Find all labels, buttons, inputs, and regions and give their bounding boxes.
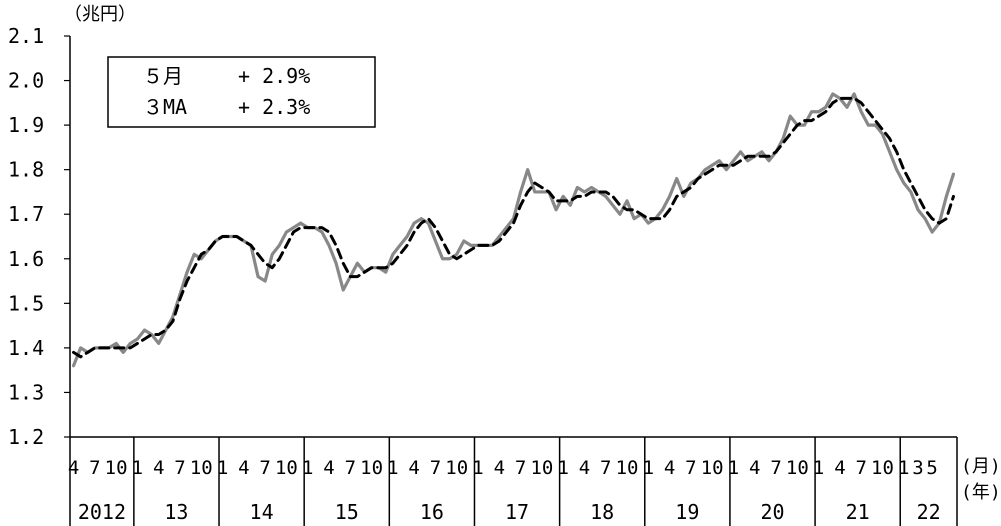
month-tick-label: 7 — [89, 457, 100, 479]
y-tick-label: 1.3 — [8, 380, 44, 404]
series-3ma-line — [72, 96, 955, 359]
month-tick-label: 4 — [153, 457, 164, 479]
month-tick-label: 4 — [664, 457, 675, 479]
month-tick-label: 4 — [494, 457, 505, 479]
month-tick-label: 7 — [685, 457, 696, 479]
series-monthly-line — [71, 92, 956, 368]
month-tick-label: 10 — [190, 457, 213, 479]
year-label: 20 — [760, 500, 784, 524]
legend-label-0: ５月 — [143, 64, 183, 88]
month-tick-label: 7 — [345, 457, 356, 479]
month-tick-label: 10 — [530, 457, 553, 479]
month-tick-label: 7 — [174, 457, 185, 479]
month-tick-label: 10 — [871, 457, 894, 479]
x-axis: 4 7 10 1 4 7 10 1 4 7 10 1 4 7 10 1 4 7 10 1 4 7 10 1 4 7 10 1 4 7 10 1… — [68, 437, 1001, 526]
year-label: 14 — [250, 500, 274, 524]
year-label: 17 — [505, 500, 529, 524]
year-label: 21 — [846, 500, 870, 524]
year-label: 13 — [164, 500, 188, 524]
year-label: 15 — [335, 500, 359, 524]
month-tick-label: 4 — [579, 457, 590, 479]
month-tick-label: 4 — [408, 457, 419, 479]
year-label: 19 — [675, 500, 699, 524]
y-tick-label: 1.5 — [8, 291, 44, 315]
legend-label-1: ３MA — [143, 95, 187, 119]
month-tick-label: 7 — [855, 457, 866, 479]
series-lines — [71, 92, 956, 368]
year-label: 22 — [917, 500, 941, 524]
year-label: 2012 — [78, 500, 126, 524]
month-tick-label: 1 — [217, 457, 228, 479]
month-tick-label: 3 — [912, 457, 923, 479]
year-label: 16 — [420, 500, 444, 524]
y-axis-unit: （兆円） — [64, 4, 136, 25]
month-tick-label: 7 — [259, 457, 270, 479]
month-tick-label: 4 — [834, 457, 845, 479]
month-tick-label: 4 — [749, 457, 760, 479]
year-label: 18 — [590, 500, 614, 524]
month-tick-label: 1 — [557, 457, 568, 479]
month-tick-label: 10 — [360, 457, 383, 479]
y-tick-label: 1.4 — [8, 336, 44, 360]
month-unit-label: (月) — [961, 456, 1001, 477]
month-tick-label: 7 — [770, 457, 781, 479]
y-axis-ticks: 1.2 1.3 1.4 1.5 1.6 1.7 1.8 1.9 2.0 2.1 — [8, 24, 70, 449]
month-tick-label: 5 — [926, 457, 937, 479]
month-tick-label: 1 — [898, 457, 909, 479]
month-tick-label: 1 — [728, 457, 739, 479]
month-tick-label: 10 — [786, 457, 809, 479]
y-tick-label: 1.2 — [8, 425, 44, 449]
month-tick-label: 1 — [132, 457, 143, 479]
month-tick-label: 1 — [302, 457, 313, 479]
month-tick-label: 4 — [323, 457, 334, 479]
month-tick-label: 1 — [472, 457, 483, 479]
legend: ５月 + 2.9% ３MA + 2.3% — [107, 56, 376, 128]
month-tick-label: 10 — [701, 457, 724, 479]
y-tick-label: 2.0 — [8, 69, 44, 93]
month-tick-label: 4 — [68, 457, 79, 479]
legend-box — [107, 56, 376, 128]
month-tick-label: 1 — [643, 457, 654, 479]
month-tick-label: 4 — [238, 457, 249, 479]
y-tick-label: 1.9 — [8, 113, 44, 137]
year-unit-label: (年) — [961, 482, 1001, 503]
y-tick-label: 1.6 — [8, 247, 44, 271]
month-tick-label: 7 — [515, 457, 526, 479]
month-tick-label: 10 — [616, 457, 639, 479]
legend-value-1: + 2.3% — [238, 95, 310, 119]
y-tick-label: 2.1 — [8, 24, 44, 48]
month-tick-label: 10 — [445, 457, 468, 479]
month-tick-label: 7 — [600, 457, 611, 479]
month-tick-label: 7 — [430, 457, 441, 479]
y-tick-label: 1.7 — [8, 202, 44, 226]
y-tick-label: 1.8 — [8, 158, 44, 182]
month-tick-label: 10 — [105, 457, 128, 479]
month-tick-label: 1 — [387, 457, 398, 479]
month-tick-label: 10 — [275, 457, 298, 479]
month-tick-label: 1 — [813, 457, 824, 479]
plot-frame — [69, 36, 957, 438]
legend-value-0: + 2.9% — [238, 64, 310, 88]
